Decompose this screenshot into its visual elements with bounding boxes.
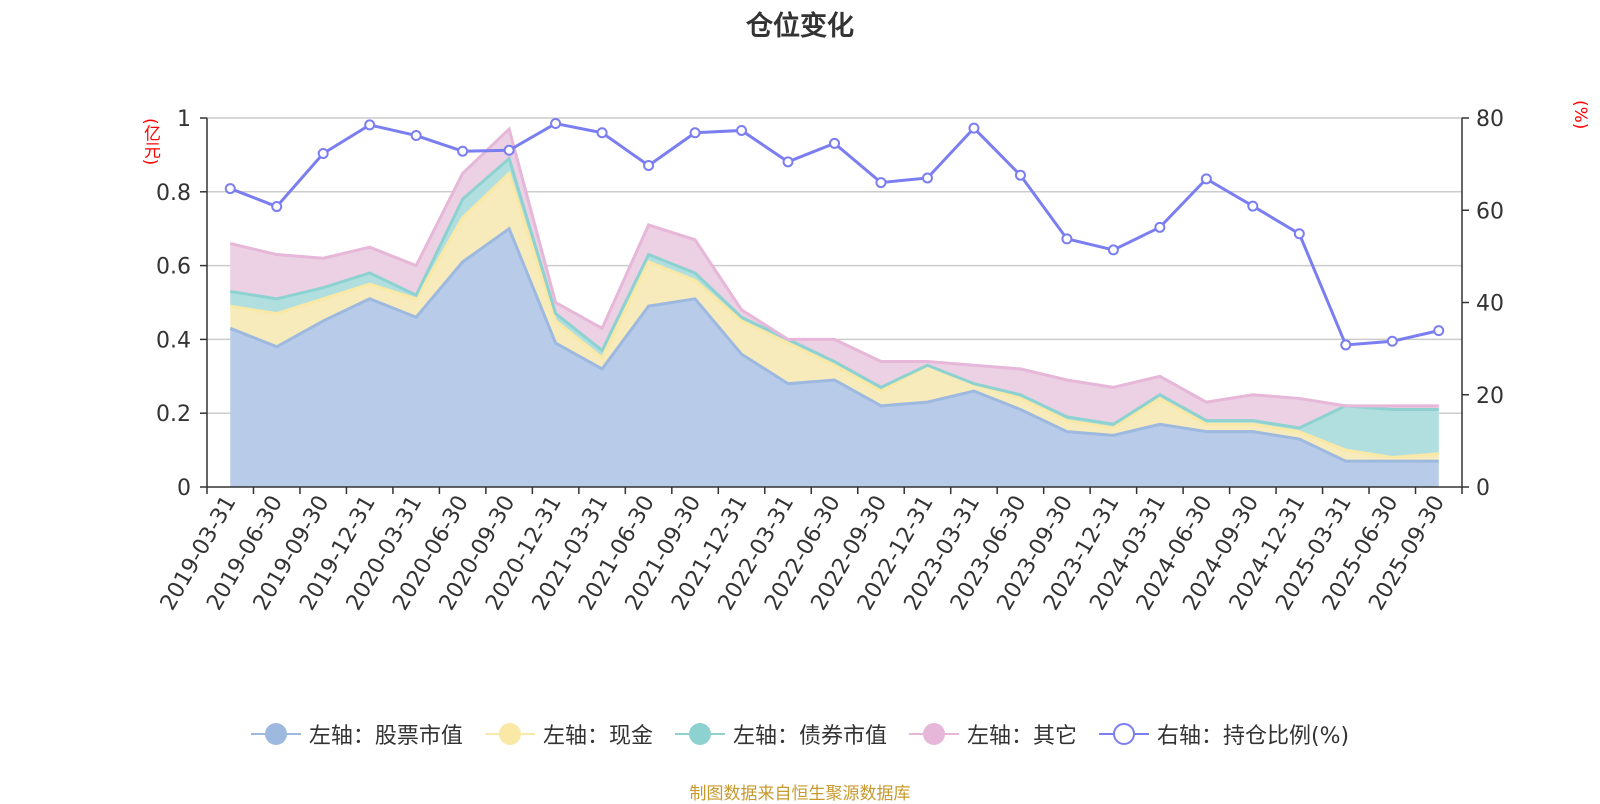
legend-label-position-ratio: 右轴：持仓比例(%) (1156, 724, 1350, 749)
legend-item-position-ratio[interactable]: 右轴：持仓比例(%) (1098, 718, 1350, 750)
chart-title: 仓位变化 (746, 11, 854, 42)
position-ratio-point (550, 118, 562, 130)
area-line-bond (230, 155, 1439, 430)
position-ratio-point (1154, 221, 1166, 233)
legend-label-stock: 左轴：股票市值 (308, 724, 463, 749)
legend-item-other[interactable]: 左轴：其它 (908, 718, 1077, 750)
legend-item-stock[interactable]: 左轴：股票市值 (250, 718, 463, 750)
position-ratio-point (829, 137, 840, 149)
position-ratio-point (782, 156, 794, 168)
right-axis-unit: (%) (1570, 100, 1590, 130)
position-ratio-point (1107, 244, 1119, 256)
legend-swatch-other (908, 722, 959, 746)
position-ratio-point (689, 127, 701, 139)
left-axis-tick-label: 1 (177, 107, 191, 132)
right-axis-tick-label: 20 (1476, 384, 1504, 409)
position-ratio-point (1433, 325, 1445, 337)
position-ratio-point (736, 124, 748, 136)
area-line-cash (230, 170, 1439, 459)
chart-legend: 左轴：股票市值 左轴：现金 左轴：债券市值 左轴：其它 右轴：持仓比例(%) (0, 718, 1600, 750)
data-source-note: 制图数据来自恒生聚源数据库 (689, 784, 911, 804)
left-axis-tick-label: 0.2 (156, 402, 191, 427)
position-ratio-point (410, 130, 422, 142)
right-axis-tick-label: 40 (1476, 292, 1504, 317)
position-ratio-point (596, 127, 608, 139)
position-ratio-point (271, 201, 283, 213)
position-ratio-point (643, 160, 655, 172)
position-ratio-point (457, 145, 469, 157)
position-ratio-point (1386, 335, 1398, 347)
area-bond (230, 158, 1439, 458)
position-ratio-point (503, 144, 515, 156)
legend-swatch-cash (484, 722, 535, 746)
legend-label-cash: 左轴：现金 (542, 724, 653, 749)
area-stock (230, 228, 1439, 487)
right-axis-tick-label: 0 (1476, 476, 1490, 501)
area-line-stock (229, 226, 1439, 463)
position-ratio-point (1247, 200, 1259, 212)
position-ratio-point (364, 119, 376, 131)
right-axis-tick-label: 60 (1476, 199, 1504, 224)
position-ratio-point (921, 172, 933, 184)
legend-swatch-position-ratio (1098, 722, 1149, 746)
legend-swatch-stock (250, 722, 301, 746)
left-axis-tick-label: 0.4 (156, 328, 191, 353)
left-axis-tick-label: 0.6 (156, 255, 191, 280)
position-ratio-point (1340, 339, 1352, 351)
position-ratio-point (317, 148, 329, 160)
legend-item-cash[interactable]: 左轴：现金 (484, 718, 653, 750)
left-axis-tick-label: 0 (177, 476, 191, 501)
position-ratio-point (875, 177, 887, 189)
left-axis-unit: (亿元) (140, 118, 160, 166)
legend-label-other: 左轴：其它 (966, 724, 1077, 749)
right-axis-tick-label: 80 (1476, 107, 1504, 132)
position-ratio-point (1293, 228, 1305, 240)
legend-item-bond[interactable]: 左轴：债券市值 (674, 718, 887, 750)
position-ratio-point (968, 122, 980, 134)
left-axis-tick-label: 0.8 (156, 181, 191, 206)
area-line-other (229, 126, 1439, 408)
position-ratio-point (1200, 173, 1212, 185)
position-ratio-point (224, 183, 236, 195)
position-ratio-point (1061, 233, 1073, 245)
legend-label-bond: 左轴：债券市值 (732, 724, 887, 749)
position-ratio-point (1014, 169, 1026, 181)
legend-swatch-bond (674, 722, 725, 746)
